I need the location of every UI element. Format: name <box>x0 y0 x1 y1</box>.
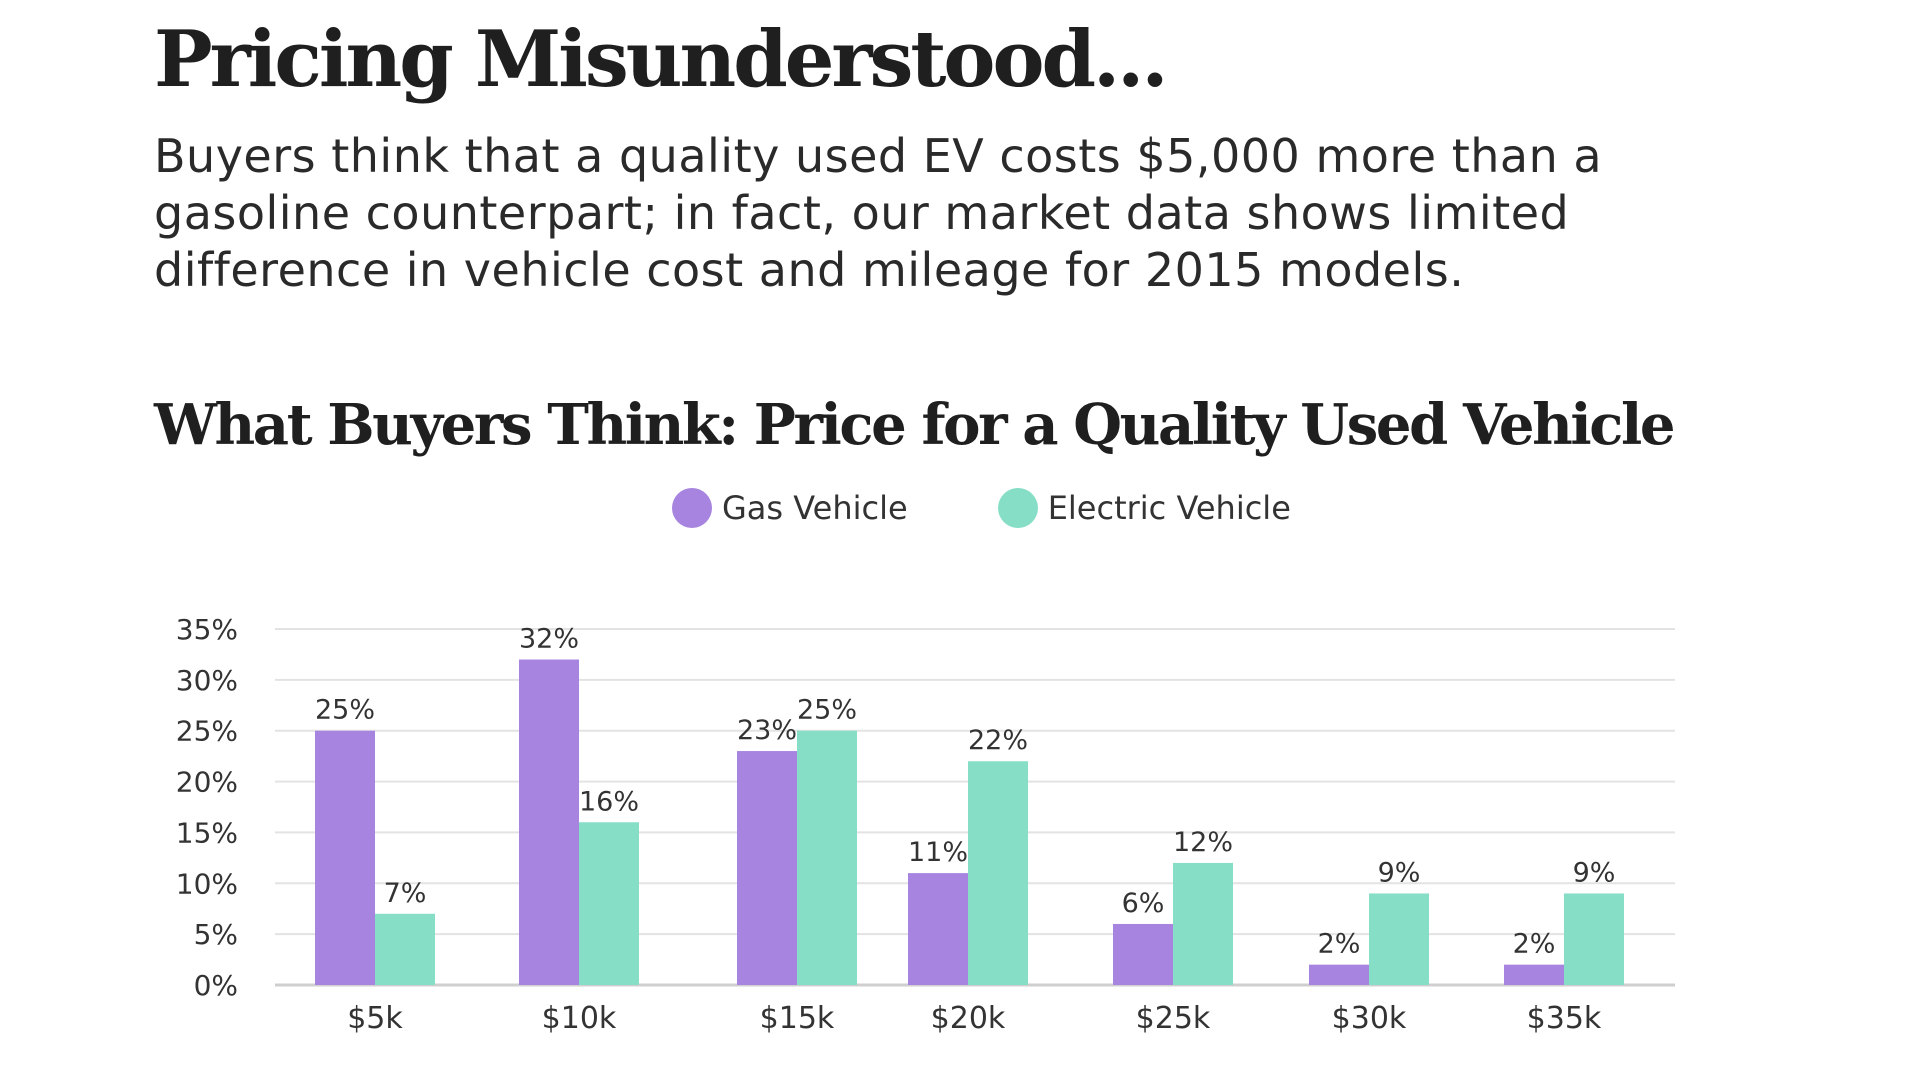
data-label-electric: 16% <box>579 786 639 817</box>
x-tick-label: $10k <box>542 1001 617 1036</box>
data-label-electric: 22% <box>968 725 1028 756</box>
bar-gas <box>908 873 968 985</box>
bar-electric <box>797 730 857 985</box>
y-tick-label: 5% <box>194 918 238 951</box>
y-tick-label: 15% <box>176 816 238 849</box>
x-tick-label: $30k <box>1332 1001 1407 1036</box>
y-tick-label: 30% <box>176 664 238 697</box>
legend-swatch-gas <box>672 488 712 528</box>
data-label-gas: 32% <box>519 624 579 655</box>
y-tick-label: 10% <box>176 867 238 900</box>
bar-electric <box>1564 893 1624 985</box>
y-tick-label: 20% <box>176 766 238 799</box>
page-title: Pricing Misunderstood... <box>154 14 1168 105</box>
bar-gas <box>1309 964 1369 985</box>
bar-gas <box>315 730 375 985</box>
y-tick-label: 25% <box>176 715 238 748</box>
bar-gas <box>519 659 579 985</box>
x-tick-label: $15k <box>760 1001 835 1036</box>
bar-electric <box>1369 893 1429 985</box>
bar-electric <box>375 913 435 985</box>
data-label-gas: 25% <box>315 695 375 726</box>
legend-label-gas: Gas Vehicle <box>722 489 908 527</box>
chart-title: What Buyers Think: Price for a Quality U… <box>154 392 1675 458</box>
x-tick-label: $5k <box>347 1001 403 1036</box>
data-label-electric: 12% <box>1173 827 1233 858</box>
bar-gas <box>737 751 797 985</box>
legend-label-electric: Electric Vehicle <box>1047 489 1291 527</box>
data-label-electric: 7% <box>384 878 427 909</box>
data-label-electric: 9% <box>1573 857 1616 888</box>
legend-item-electric: Electric Vehicle <box>997 488 1291 528</box>
intro-paragraph: Buyers think that a quality used EV cost… <box>154 129 1603 297</box>
data-label-gas: 2% <box>1513 929 1556 960</box>
data-label-gas: 23% <box>737 715 797 746</box>
data-label-gas: 2% <box>1318 929 1361 960</box>
y-tick-label: 35% <box>176 613 238 646</box>
bar-electric <box>968 761 1028 985</box>
bar-electric <box>579 822 639 985</box>
data-label-electric: 25% <box>797 695 857 726</box>
data-label-gas: 11% <box>908 837 968 868</box>
x-tick-label: $20k <box>931 1001 1006 1036</box>
x-tick-label: $25k <box>1136 1001 1211 1036</box>
legend-swatch-electric <box>997 488 1038 528</box>
data-label-gas: 6% <box>1122 888 1165 919</box>
bar-gas <box>1504 964 1564 985</box>
bar-gas <box>1113 923 1173 985</box>
x-tick-label: $35k <box>1527 1001 1602 1036</box>
chart-legend: Gas Vehicle Electric Vehicle <box>672 488 1381 528</box>
y-tick-label: 0% <box>194 969 238 1002</box>
legend-item-gas: Gas Vehicle <box>672 488 908 528</box>
bar-electric <box>1173 862 1233 985</box>
data-label-electric: 9% <box>1378 857 1421 888</box>
